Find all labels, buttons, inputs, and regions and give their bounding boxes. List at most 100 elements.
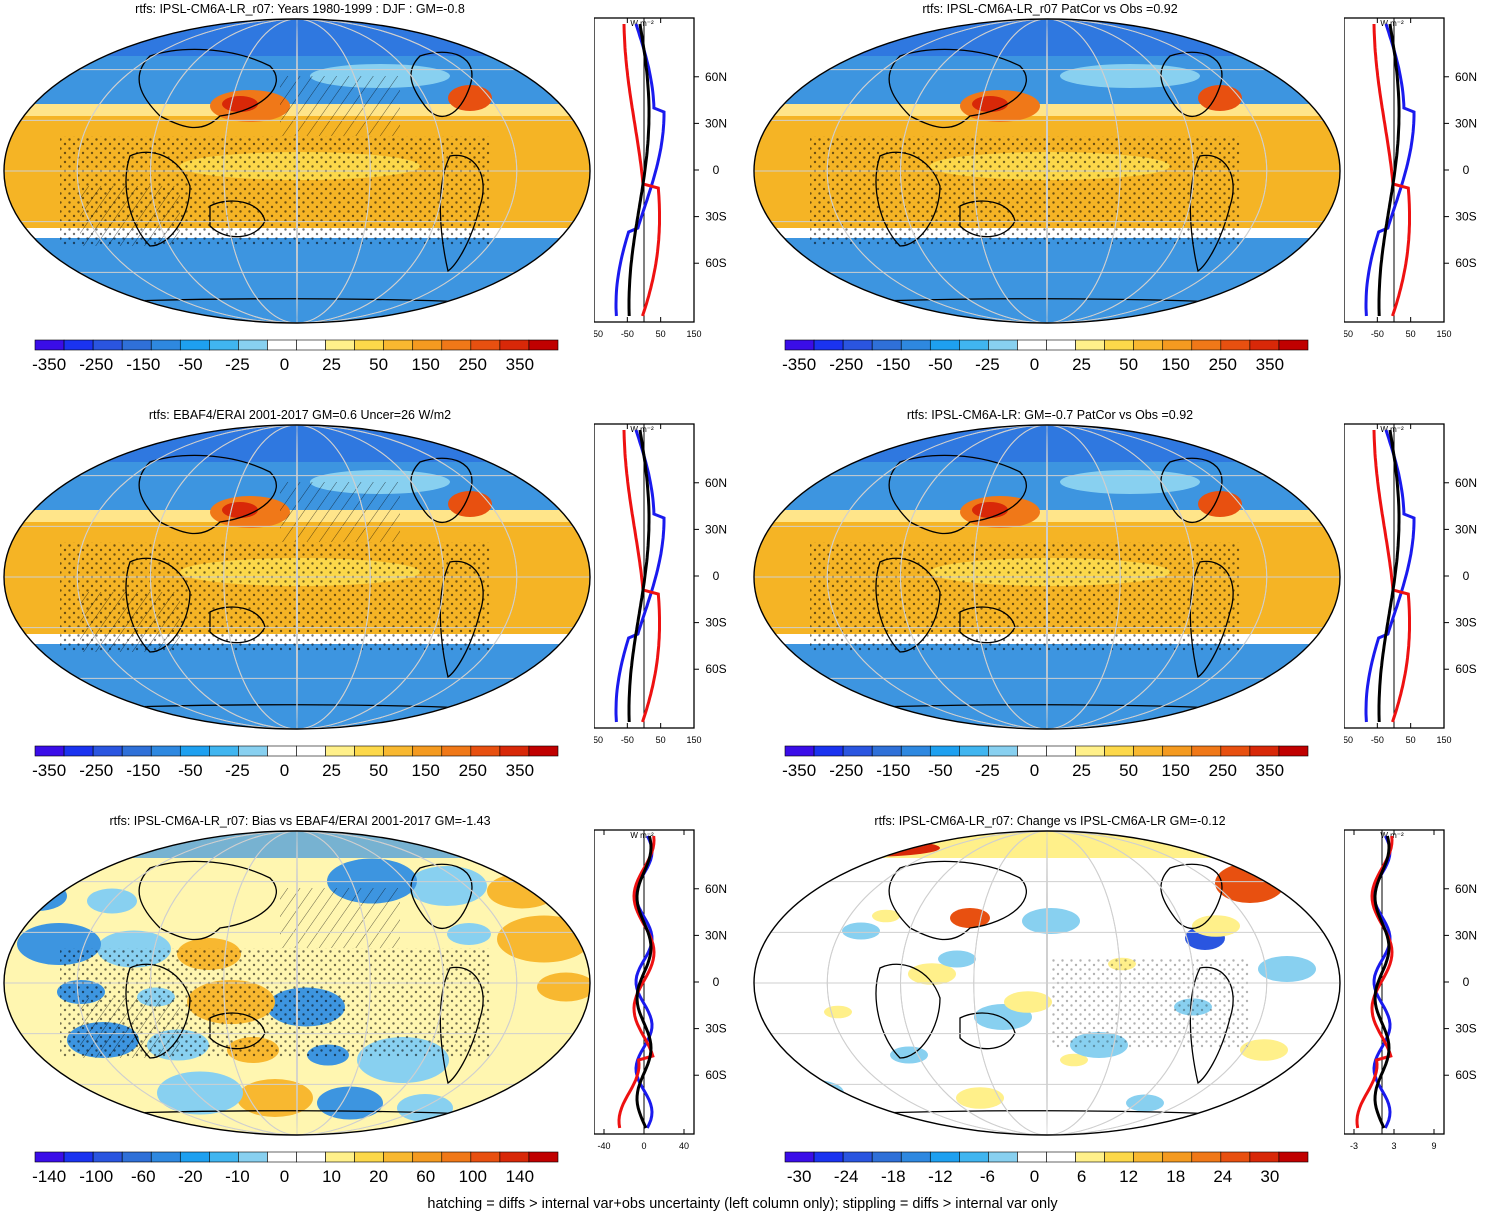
colorbar-tick-label: -50: [178, 761, 203, 780]
latitude-tick-label: 30S: [1455, 210, 1476, 224]
profile-tick-label: 50: [1406, 329, 1416, 339]
profile-tick-label: 150: [1436, 735, 1451, 745]
profile-tick-label: -150: [1344, 329, 1353, 339]
profile-tick-label: 0: [641, 1141, 646, 1151]
profile-tick-label: 150: [686, 735, 701, 745]
figure-footnote: hatching = diffs > internal var+obs unce…: [427, 1196, 1058, 1212]
global-map: [753, 830, 1341, 1136]
colorbar-tick-label: -25: [975, 761, 1000, 780]
colorbar-tick-label: -50: [928, 355, 953, 374]
colorbar-tick-label: 0: [1030, 761, 1039, 780]
map-panel: rtfs: IPSL-CM6A-LR_r07: Change vs IPSL-C…: [750, 812, 1485, 1217]
colorbar-tick-label: -18: [881, 1167, 906, 1186]
panel-title: rtfs: IPSL-CM6A-LR_r07: Bias vs EBAF4/ER…: [109, 814, 491, 828]
latitude-tick-label: 60N: [705, 476, 727, 490]
colorbar: -350 -250 -150 -50 -25 0 25 50 150 250 350: [32, 339, 559, 374]
global-map: [3, 424, 591, 730]
profile-area: W m⁻² 60N 30N 0 30S 60S -150 -50 50 150: [585, 422, 742, 746]
profile-tick-label: 150: [686, 329, 701, 339]
map-panel: rtfs: IPSL-CM6A-LR_r07 PatCor vs Obs =0.…: [750, 0, 1485, 405]
global-map: [3, 18, 591, 324]
colorbar-tick-label: 50: [1119, 761, 1138, 780]
latitude-tick-label: 60N: [705, 882, 727, 896]
profile-series-red: [622, 23, 661, 317]
colorbar-tick-label: 25: [1072, 761, 1091, 780]
colorbar: -350 -250 -150 -50 -25 0 25 50 150 250 350: [782, 339, 1309, 374]
colorbar-tick-label: -100: [79, 1167, 113, 1186]
latitude-tick-label: 60S: [705, 662, 726, 676]
colorbar-tick-label: -140: [32, 1167, 66, 1186]
colorbar-area: -350 -250 -150 -50 -25 0 25 50 150 250 350: [750, 742, 1344, 786]
global-map: [753, 424, 1341, 730]
latitude-tick-label: 60S: [1455, 1068, 1476, 1082]
profile-series-black: [1377, 429, 1401, 723]
colorbar-tick-label: -350: [32, 761, 66, 780]
profile-unit-label: W m⁻²: [630, 425, 654, 434]
profile-area: W m⁻² 60N 30N 0 30S 60S -40 0 40: [593, 828, 742, 1152]
colorbar-tick-label: -150: [126, 355, 160, 374]
map-panel: rtfs: IPSL-CM6A-LR: GM=-0.7 PatCor vs Ob…: [750, 406, 1485, 811]
latitude-tick-label: 60N: [1455, 70, 1477, 84]
profile-tick-label: -50: [1371, 735, 1384, 745]
map-area: [0, 422, 594, 730]
colorbar-area: -350 -250 -150 -50 -25 0 25 50 150 250 350: [0, 742, 594, 786]
latitude-tick-label: 0: [713, 569, 720, 583]
profile-tick-label: 50: [1406, 735, 1416, 745]
map-area: [750, 422, 1344, 730]
colorbar: -30 -24 -18 -12 -6 0 6 12 18 24 30: [784, 1151, 1309, 1186]
colorbar-tick-label: 350: [506, 355, 534, 374]
profile-tick-label: -50: [621, 329, 634, 339]
zonal-mean-profile: W m⁻² 60N 30N 0 30S 60S -150 -50 50 150: [1335, 17, 1477, 339]
map-area: [750, 828, 1344, 1136]
profile-area: W m⁻² 60N 30N 0 30S 60S -150 -50 50 150: [1335, 16, 1485, 340]
colorbar-tick-label: -50: [178, 355, 203, 374]
zonal-mean-profile: W m⁻² 60N 30N 0 30S 60S -40 0 40: [593, 829, 727, 1151]
colorbar-tick-label: 350: [506, 761, 534, 780]
profile-series-black: [635, 835, 653, 1129]
colorbar-tick-label: 50: [1119, 355, 1138, 374]
latitude-tick-label: 60N: [705, 70, 727, 84]
profile-series-black: [1373, 835, 1391, 1129]
latitude-tick-label: 0: [713, 163, 720, 177]
colorbar-tick-label: -24: [834, 1167, 859, 1186]
colorbar-tick-label: -250: [829, 355, 863, 374]
profile-tick-label: -40: [597, 1141, 610, 1151]
profile-unit-label: W m⁻²: [1380, 19, 1404, 28]
latitude-tick-label: 30S: [1455, 616, 1476, 630]
colorbar-tick-label: 150: [412, 761, 440, 780]
colorbar-tick-label: -6: [980, 1167, 995, 1186]
colorbar-tick-label: -350: [782, 355, 816, 374]
latitude-tick-label: 60S: [705, 256, 726, 270]
global-map: [3, 830, 591, 1136]
map-area: [0, 16, 594, 324]
zonal-mean-profile: W m⁻² 60N 30N 0 30S 60S -150 -50 50 150: [585, 423, 727, 745]
colorbar: -350 -250 -150 -50 -25 0 25 50 150 250 350: [782, 745, 1309, 780]
latitude-tick-label: 30N: [705, 522, 727, 536]
profile-series-black: [627, 23, 651, 317]
colorbar-area: -350 -250 -150 -50 -25 0 25 50 150 250 350: [750, 336, 1344, 380]
latitude-tick-label: 60S: [1455, 662, 1476, 676]
panel-title: rtfs: IPSL-CM6A-LR_r07 PatCor vs Obs =0.…: [922, 2, 1178, 16]
colorbar-tick-label: -350: [782, 761, 816, 780]
profile-tick-label: -150: [594, 329, 603, 339]
profile-tick-label: 40: [679, 1141, 689, 1151]
profile-tick-label: 150: [1436, 329, 1451, 339]
profile-tick-label: 50: [656, 735, 666, 745]
colorbar-tick-label: 250: [1209, 355, 1237, 374]
colorbar-tick-label: -150: [876, 355, 910, 374]
colorbar-tick-label: 0: [1030, 1167, 1039, 1186]
colorbar-tick-label: 18: [1166, 1167, 1185, 1186]
latitude-tick-label: 30N: [1455, 522, 1477, 536]
profile-series-red: [622, 429, 661, 723]
map-area: [0, 828, 594, 1136]
profile-tick-label: -150: [594, 735, 603, 745]
latitude-tick-label: 60S: [1455, 256, 1476, 270]
map-panel: rtfs: EBAF4/ERAI 2001-2017 GM=0.6 Uncer=…: [0, 406, 742, 811]
latitude-tick-label: 30S: [705, 616, 726, 630]
colorbar-tick-label: -150: [876, 761, 910, 780]
colorbar-tick-label: 24: [1213, 1167, 1232, 1186]
profile-series-black: [627, 429, 651, 723]
colorbar-tick-label: -10: [225, 1167, 250, 1186]
colorbar-tick-label: 0: [1030, 355, 1039, 374]
panel-title: rtfs: IPSL-CM6A-LR_r07: Change vs IPSL-C…: [874, 814, 1226, 828]
